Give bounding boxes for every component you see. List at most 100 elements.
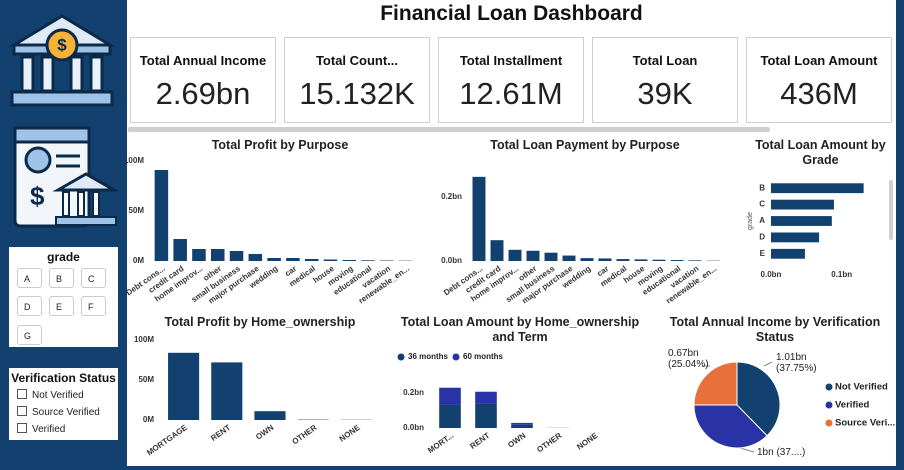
bar <box>490 240 504 261</box>
bar <box>771 232 820 243</box>
checkbox[interactable] <box>17 423 27 433</box>
bank-icon: $ <box>8 14 116 107</box>
bar <box>380 260 394 261</box>
bar <box>598 258 612 261</box>
kpi-value: 2.69bn <box>155 76 251 111</box>
x-tick-label: 0.0bn <box>761 270 782 279</box>
legend-marker <box>397 353 405 361</box>
bar-segment <box>511 424 533 428</box>
y-tick-label: 50M <box>138 375 154 384</box>
bar <box>286 258 300 261</box>
bar <box>771 216 832 226</box>
legend-marker <box>825 383 833 391</box>
chart-title: Total Loan Payment by Purpose <box>490 138 680 152</box>
kpi-card: Total Loan Amount 436M <box>746 37 892 123</box>
pie-slice <box>693 404 768 449</box>
grade-button[interactable]: F <box>81 296 106 316</box>
kpi-label: Total Annual Income <box>139 53 267 68</box>
y-tick-label: 50M <box>128 206 144 215</box>
y-tick-label: D <box>759 233 765 242</box>
legend-label: 60 months <box>463 352 504 361</box>
bar <box>771 248 805 259</box>
sidebar-icons: $ $ <box>8 14 120 228</box>
grade-button[interactable]: D <box>17 296 42 316</box>
bar-segment <box>475 403 497 428</box>
kpi-card: Total Loan 39K <box>592 37 738 123</box>
pie-slice <box>736 361 781 437</box>
pie-slice <box>693 361 738 406</box>
y-tick-label: B <box>759 183 765 192</box>
y-tick-label: 0.0bn <box>441 256 462 265</box>
kpi-value: 12.61M <box>459 76 563 111</box>
grade-button[interactable]: E <box>49 296 74 316</box>
bar <box>634 259 648 261</box>
bar <box>323 259 338 261</box>
bar-segment <box>439 387 461 405</box>
data-label: 1.01bn (37.75%) <box>776 352 817 374</box>
document-icon: $ <box>13 126 120 228</box>
bar <box>562 255 576 261</box>
x-tick-label: OTHER <box>535 431 563 455</box>
verification-slicer: Verification Status Not Verified Source V… <box>9 368 118 440</box>
grade-button[interactable]: B <box>49 268 74 288</box>
kpi-label: Total Count... <box>315 53 399 68</box>
bar <box>616 259 630 261</box>
grade-button[interactable]: G <box>17 325 42 345</box>
chart-title: Total Annual Income by Verification Stat… <box>669 315 881 344</box>
bar <box>254 411 286 420</box>
kpi-card: Total Count... 15.132K <box>284 37 430 123</box>
kpi-card: Total Annual Income 2.69bn <box>130 37 276 123</box>
legend-marker <box>825 401 833 409</box>
leader-line <box>763 361 773 367</box>
x-tick-label: MORT... <box>426 431 455 455</box>
checkbox-option[interactable]: Verified <box>17 423 65 435</box>
bar <box>211 362 243 420</box>
bar <box>168 352 200 420</box>
bar <box>304 259 319 261</box>
y-tick-label: C <box>759 200 765 209</box>
y-tick-label: 0.0bn <box>403 423 424 432</box>
bar <box>771 183 864 194</box>
bar <box>688 260 702 261</box>
bar <box>229 251 244 261</box>
bar <box>154 170 169 261</box>
checkbox-option[interactable]: Source Verified <box>17 406 100 418</box>
kpi-label: Total Installment <box>459 53 563 68</box>
bar <box>472 176 486 261</box>
y-tick-label: A <box>759 216 765 225</box>
x-tick-label: OWN <box>254 423 275 442</box>
kpi-value: 436M <box>780 76 858 111</box>
y-tick-label: 100M <box>124 156 144 165</box>
checkbox-label: Verified <box>32 424 66 435</box>
x-tick-label: RENT <box>468 431 491 451</box>
chart-title: Total Loan Amount by Home_ownership and … <box>400 315 640 344</box>
grade-button[interactable]: C <box>81 268 106 288</box>
x-tick-label: RENT <box>209 423 232 443</box>
legend-label: Verified <box>835 400 870 411</box>
data-label: 0.67bn (25.04%) <box>668 348 709 370</box>
checkbox[interactable] <box>17 406 27 416</box>
bar <box>670 260 684 261</box>
grade-button[interactable]: A <box>17 268 42 288</box>
checkbox-label: Source Verified <box>32 407 100 418</box>
bar <box>652 259 666 261</box>
checkbox-label: Not Verified <box>32 390 84 401</box>
scrollbar <box>128 127 770 132</box>
bar-segment <box>439 404 461 428</box>
checkbox[interactable] <box>17 389 27 399</box>
legend-label: 36 months <box>408 352 449 361</box>
x-tick-label: MORTGAGE <box>145 423 189 458</box>
checkbox-option[interactable]: Not Verified <box>17 389 84 401</box>
x-tick-label: NONE <box>575 431 600 452</box>
y-tick-label: 0M <box>133 256 144 265</box>
legend-label: Source Veri... <box>835 418 895 429</box>
x-tick-label: NONE <box>338 423 363 444</box>
bar-segment <box>511 422 533 425</box>
data-label: 1bn (37....) <box>757 447 806 458</box>
bar <box>544 252 558 261</box>
y-tick-label: 100M <box>134 335 154 344</box>
y-tick-label: E <box>760 249 766 258</box>
kpi-card: Total Installment 12.61M <box>438 37 584 123</box>
